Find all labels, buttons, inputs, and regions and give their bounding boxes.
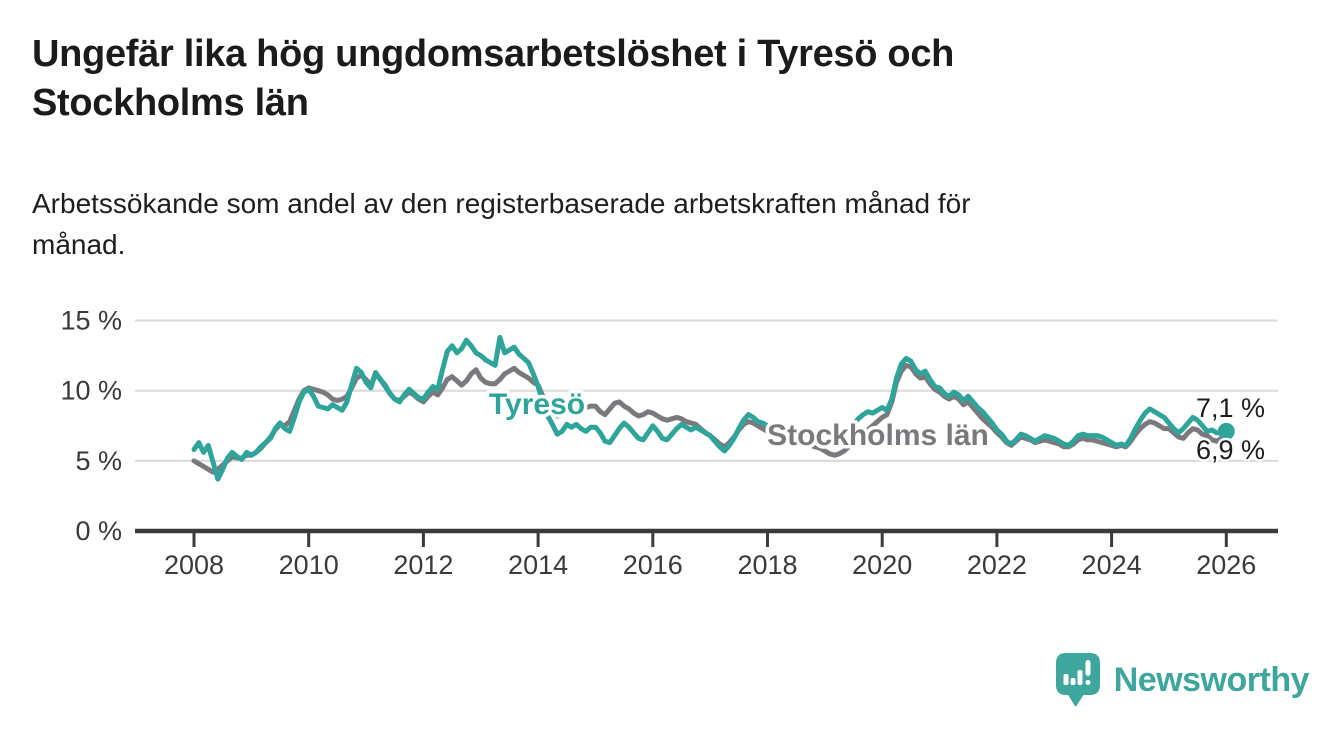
chart-subtitle: Arbetssökande som andel av den registerb…: [32, 188, 971, 260]
series-label-stockholms-lan: Stockholms län: [767, 419, 989, 452]
series-layer: [191, 334, 1235, 482]
line-chart: 15 % 10 % 5 % 0 % 2008 2010 2012 2014 2016 2018 20…: [60, 306, 1278, 580]
logo-bars-icon: [1063, 660, 1091, 685]
y-tick-label-0: 0 %: [75, 516, 122, 546]
x-tick-label-2026: 2026: [1196, 550, 1256, 580]
series-label-tyreso: Tyresö: [489, 388, 585, 421]
newsworthy-logo-icon: [1055, 653, 1100, 707]
x-tick-label-2016: 2016: [623, 550, 683, 580]
newsworthy-logo: Newsworthy: [1054, 651, 1310, 709]
x-tick-label-2018: 2018: [737, 550, 797, 580]
y-tick-label-15: 15 %: [60, 306, 122, 336]
series-line-stockholms-lan: [191, 362, 1229, 475]
logo-exclamation-dot: [1085, 680, 1091, 685]
y-tick-label-5: 5 %: [75, 446, 122, 476]
series-end-dot-tyreso: [1217, 422, 1235, 440]
y-tick-label-10: 10 %: [60, 376, 122, 406]
logo-exclamation-bar: [1085, 660, 1091, 676]
end-value-label-stockholms-lan: 6,9 %: [1196, 435, 1265, 465]
x-tick-label-2022: 2022: [967, 550, 1027, 580]
axis-layer: 15 % 10 % 5 % 0 % 2008 2010 2012 2014 2016 2018 20…: [60, 306, 1278, 580]
brand-name: Newsworthy: [1113, 660, 1310, 699]
labels-layer: Tyresö Stockholms län 7,1 % 6,9 %: [485, 385, 1267, 468]
x-tick-label-2020: 2020: [852, 550, 912, 580]
series-line-tyreso: [191, 334, 1229, 482]
x-tick-label-2014: 2014: [508, 550, 568, 580]
x-tick-label-2024: 2024: [1082, 550, 1142, 580]
end-value-label-tyreso: 7,1 %: [1196, 393, 1265, 423]
x-tick-label-2008: 2008: [164, 550, 224, 580]
x-tick-label-2010: 2010: [279, 550, 339, 580]
x-tick-label-2012: 2012: [393, 550, 453, 580]
page-title: Ungefär lika hög ungdomsarbetslöshet i T…: [32, 33, 955, 124]
